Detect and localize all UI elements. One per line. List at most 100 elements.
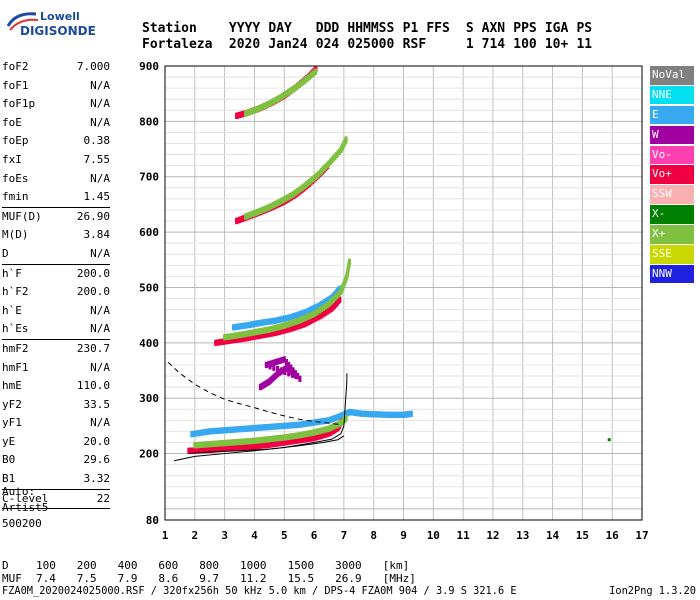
echo-point (284, 359, 288, 363)
echo-point (306, 420, 310, 424)
echo-point (252, 446, 256, 450)
echo-point (277, 327, 281, 331)
echo-point (295, 423, 299, 427)
echo-point (316, 311, 320, 315)
param-label: h`F2 (2, 285, 29, 299)
echo-point (269, 325, 273, 329)
echo-point (224, 441, 228, 445)
echo-point (234, 427, 238, 431)
echo-point (251, 337, 255, 341)
echo-point (390, 413, 394, 417)
echo-point (223, 447, 227, 451)
echo-point (314, 420, 318, 424)
echo-point (294, 327, 298, 331)
logo-line1: Lowell (40, 10, 80, 23)
echo-point (249, 446, 253, 450)
param-value: 200.0 (76, 266, 110, 280)
echo-point (219, 338, 223, 342)
echo-point (205, 431, 209, 435)
echo-point (316, 422, 320, 426)
x-tick-label: 11 (457, 529, 471, 542)
echo-point (265, 423, 269, 427)
echo-point (226, 439, 230, 443)
echo-point (252, 439, 256, 443)
echo-point (280, 439, 284, 443)
echo-point (271, 363, 275, 367)
echo-point (338, 298, 342, 302)
echo-point (271, 325, 275, 329)
echo-point (256, 440, 260, 444)
echo-point (314, 419, 318, 423)
echo-point (275, 426, 279, 430)
echo-point (236, 447, 240, 451)
param-row: B0 29.6 (2, 451, 110, 470)
echo-point (294, 312, 298, 316)
param-value: 20.0 (83, 434, 111, 448)
echo-point (290, 320, 294, 324)
echo-point (295, 319, 299, 323)
echo-point (288, 314, 292, 318)
echo-point (224, 428, 228, 432)
echo-point (290, 321, 294, 325)
echo-point (219, 342, 223, 346)
echo-point (243, 438, 247, 442)
echo-point (312, 315, 316, 319)
echo-point (277, 330, 281, 334)
echo-point (239, 441, 243, 445)
echo-point (296, 376, 300, 380)
echo-point (275, 318, 279, 322)
echo-point (289, 366, 293, 370)
echo-point (238, 445, 242, 449)
param-value: 7.55 (83, 152, 111, 166)
echo-point (230, 428, 234, 432)
echo-point (327, 163, 331, 167)
echo-point (338, 299, 342, 303)
echo-point (232, 325, 236, 329)
echo-point (256, 437, 260, 441)
echo-point (290, 434, 294, 438)
echo-point (312, 306, 316, 310)
echo-point (213, 427, 217, 431)
param-value: N/A (90, 303, 110, 317)
echo-point (325, 434, 329, 438)
echo-point (234, 338, 238, 342)
echo-point (226, 336, 230, 340)
echo-point (232, 336, 236, 340)
param-row: h`Es N/A (2, 320, 110, 339)
param-label: foF1p (2, 97, 36, 111)
echo-point (305, 430, 309, 434)
echo-point (284, 326, 288, 330)
echo-point (307, 309, 311, 313)
echo-point (241, 444, 245, 448)
legend-entry-sse: SSE (650, 245, 694, 264)
echo-point (318, 310, 322, 314)
echo-point (284, 437, 288, 441)
echo-point (230, 440, 234, 444)
echo-point (314, 312, 318, 316)
echo-point (228, 442, 232, 446)
echo-point (268, 334, 272, 338)
echo-point (318, 431, 322, 435)
echo-point (287, 370, 291, 374)
echo-point (286, 433, 290, 437)
echo-point (311, 316, 315, 320)
param-row: hmE 110.0 (2, 377, 110, 396)
footer-cell: 26.9 (335, 571, 362, 585)
echo-point (258, 335, 262, 339)
param-row: foE N/A (2, 114, 110, 133)
legend-entry-nnw: NNW (650, 264, 694, 284)
echo-point (216, 339, 220, 343)
echo-point (336, 295, 340, 299)
param-label: hmF2 (2, 341, 29, 355)
echo-point (269, 441, 273, 445)
echo-point (249, 329, 253, 333)
trace-x-3-hop (243, 136, 348, 220)
echo-point (398, 411, 402, 415)
param-label: foEs (2, 171, 29, 185)
echo-point (238, 447, 242, 451)
echo-point (270, 318, 274, 322)
echo-point (247, 438, 251, 442)
echo-point (275, 438, 279, 442)
param-value: 230.7 (76, 341, 110, 355)
echo-point (293, 421, 297, 425)
